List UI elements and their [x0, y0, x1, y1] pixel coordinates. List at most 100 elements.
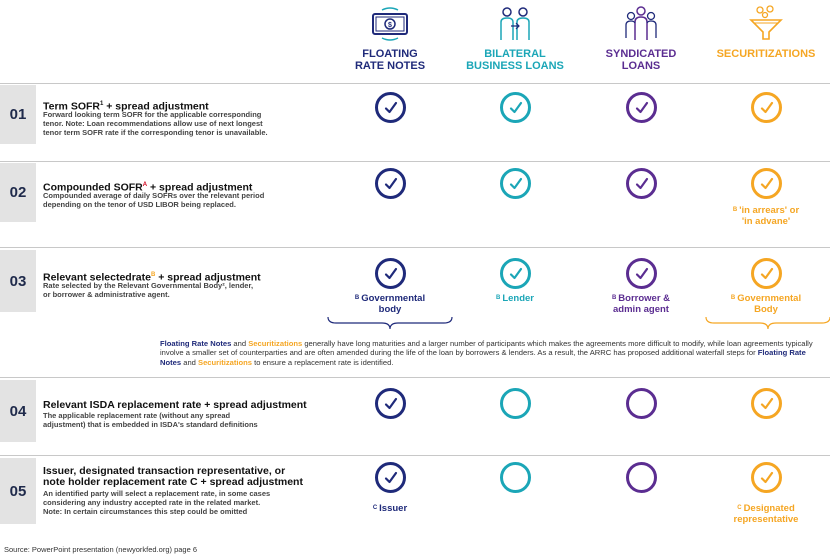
- checkmark-icon: [760, 101, 773, 113]
- column-title-line2: BUSINESS LOANS: [466, 60, 564, 72]
- check-circle-icon: [375, 92, 406, 123]
- divider: [0, 377, 830, 378]
- paragraph-text: and: [181, 357, 198, 367]
- cell-note: B Governmental body: [335, 293, 445, 315]
- row-title-text: Term SOFR: [43, 100, 100, 113]
- divider: [0, 247, 830, 248]
- check-circle-icon: [751, 258, 782, 289]
- check-circle-icon: [626, 258, 657, 289]
- row-number: 03: [0, 250, 36, 312]
- checkmark-icon: [509, 177, 522, 189]
- description-line: tenor. Note: Loan recommendations allow …: [43, 119, 263, 128]
- row-title-text: note holder replacement rate C + spread …: [43, 476, 303, 488]
- bracket-securitizations: [705, 316, 830, 330]
- checkmark-icon: [384, 397, 397, 409]
- check-circle-icon: [500, 258, 531, 289]
- divider: [0, 455, 830, 456]
- note-line: 'in advane': [741, 216, 791, 228]
- column-title-line1: FLOATING: [362, 48, 418, 60]
- footnote-mark: A: [142, 182, 148, 188]
- description-line: or borrower & administrative agent.: [43, 290, 170, 299]
- highlight-securitizations: Securitizations: [248, 339, 303, 348]
- checkmark-icon: [760, 267, 773, 279]
- footnote-mark: B: [732, 207, 738, 213]
- bracket-frn: [327, 316, 453, 330]
- note-line: Designated: [743, 503, 795, 515]
- checkmark-icon: [635, 101, 648, 113]
- group-icon: [625, 6, 657, 40]
- check-circle-icon: [751, 462, 782, 493]
- row-title-text: Compounded SOFR: [43, 181, 143, 194]
- checkmark-icon: [760, 397, 773, 409]
- column-header-securitizations: SECURITIZATIONS: [706, 4, 826, 60]
- check-circle-icon: [375, 258, 406, 289]
- highlight-frn: Floating Rate Notes: [160, 339, 232, 348]
- row-description: The applicable replacement rate (without…: [43, 411, 258, 429]
- column-title-line2: LOANS: [621, 60, 661, 72]
- row-title-text: + spread adjustment: [103, 100, 209, 113]
- explanation-paragraph: Floating Rate Notes and Securitizations …: [160, 339, 825, 367]
- footnote-mark: C: [372, 505, 378, 511]
- row-title-text: + spread adjustment: [147, 181, 253, 194]
- check-circle-icon: [375, 462, 406, 493]
- row-number: 04: [0, 380, 36, 442]
- description-line: The applicable replacement rate (without…: [43, 411, 231, 420]
- column-title-line1: SECURITIZATIONS: [716, 48, 816, 60]
- description-line: tenor term SOFR rate if the correspondin…: [43, 128, 268, 137]
- check-circle-icon: [751, 388, 782, 419]
- footnote-mark: C: [737, 505, 742, 511]
- description-line: Compounded average of daily SOFRs over t…: [43, 191, 265, 200]
- row-title-text: Relevant selectedrate: [43, 271, 151, 284]
- note-line: Issuer: [379, 503, 408, 515]
- highlight-securitizations: Securitizations: [198, 357, 253, 367]
- empty-circle-icon: [626, 462, 657, 493]
- funnel-icon: [749, 5, 783, 40]
- row-number: 05: [0, 458, 36, 524]
- empty-circle-icon: [500, 388, 531, 419]
- description-line: depending on the tenor of USD LIBOR bein…: [43, 200, 236, 209]
- note-line: Body: [754, 304, 778, 316]
- check-circle-icon: [500, 168, 531, 199]
- empty-circle-icon: [626, 388, 657, 419]
- paragraph-text: generally have long maturities and a lar…: [160, 339, 813, 358]
- empty-circle-icon: [500, 462, 531, 493]
- checkmark-icon: [384, 101, 397, 113]
- checkmark-icon: [384, 471, 397, 483]
- footnote-mark: B: [730, 295, 736, 301]
- check-circle-icon: [375, 388, 406, 419]
- checkmark-icon: [384, 177, 397, 189]
- footnote-mark: B: [354, 295, 360, 301]
- paragraph-text: to ensure a replacement rate is identifi…: [252, 357, 394, 367]
- cell-note: B Borrower & admin agent: [586, 293, 696, 315]
- column-header-frn: $ FLOATING RATE NOTES: [330, 4, 450, 72]
- paragraph-text: and: [231, 339, 249, 348]
- note-line: Borrower &: [618, 293, 671, 305]
- note-line: Governmental: [361, 293, 426, 305]
- check-circle-icon: [751, 168, 782, 199]
- column-header-syndicated: SYNDICATED LOANS: [581, 4, 701, 72]
- note-line: Governmental: [737, 293, 802, 305]
- note-line: representative: [733, 514, 799, 526]
- row-title: Term SOFR1 + spread adjustment: [43, 99, 209, 113]
- highlight-frn: Floating Rate Notes: [160, 348, 806, 367]
- checkmark-icon: [509, 267, 522, 279]
- row-description: An identified party will select a replac…: [43, 489, 270, 516]
- description-line: adjustment) that is embedded in ISDA's s…: [43, 420, 258, 429]
- note-line: body: [378, 304, 402, 316]
- source-note: Source: PowerPoint presentation (newyork…: [4, 545, 198, 554]
- note-line: 'in arrears' or: [739, 205, 800, 217]
- footnote-mark: B: [150, 272, 156, 278]
- checkmark-icon: [760, 177, 773, 189]
- column-title-line2: RATE NOTES: [354, 60, 426, 72]
- row-title: Compounded SOFRA + spread adjustment: [43, 180, 252, 194]
- cell-note: C Issuer: [335, 503, 445, 514]
- note-line: Lender: [502, 293, 535, 305]
- row-description: Rate selected by the Relevant Government…: [43, 281, 253, 299]
- money-icon: $: [372, 7, 408, 41]
- row-description: Forward looking term SOFR for the applic…: [43, 110, 268, 137]
- two-people-icon: [500, 7, 530, 40]
- cell-note: B Lender: [460, 293, 570, 304]
- column-title-line1: SYNDICATED: [605, 48, 677, 60]
- check-circle-icon: [375, 168, 406, 199]
- row-title-text: Issuer, designated transaction represent…: [43, 465, 286, 477]
